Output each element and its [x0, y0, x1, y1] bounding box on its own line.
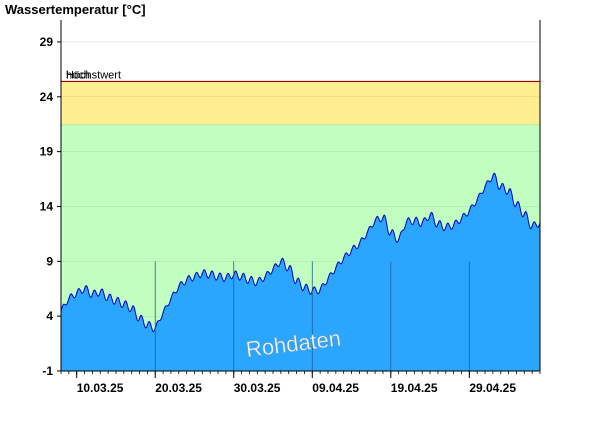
y-axis-title: Wassertemperatur [°C]: [5, 2, 146, 17]
data-point: [508, 190, 510, 192]
data-point: [405, 221, 408, 223]
data-point: [107, 296, 109, 299]
y-tick-label: 29: [40, 35, 54, 49]
x-tick-label: 19.04.25: [391, 381, 438, 395]
data-point: [264, 276, 266, 278]
data-point: [327, 278, 329, 280]
data-point: [162, 312, 164, 314]
series-line: [60, 172, 541, 333]
data-point: [453, 224, 455, 226]
data-point: [515, 203, 518, 205]
data-point: [492, 175, 494, 177]
data-point: [421, 222, 423, 224]
data-point: [146, 324, 148, 326]
x-markers: [154, 261, 470, 371]
y-tick-label: 24: [40, 90, 54, 104]
data-point: [138, 317, 141, 319]
x-tick-label: 30.03.25: [234, 381, 281, 395]
data-point: [445, 226, 447, 228]
data-point: [115, 300, 117, 302]
y-tick-labels: -1 4 9 14 19 24 29: [40, 35, 54, 378]
band-hoch: [61, 81, 540, 125]
data-point: [382, 216, 384, 218]
y-tick-label: -1: [42, 364, 53, 378]
data-point: [366, 232, 368, 234]
data-point: [170, 298, 172, 300]
data-point: [241, 276, 243, 278]
data-point: [186, 279, 188, 281]
data-point: [288, 267, 290, 269]
x-tick-label: 10.03.25: [77, 381, 124, 395]
data-point: [476, 199, 478, 201]
data-point: [178, 285, 180, 288]
data-point: [272, 268, 274, 270]
x-tick-label: 09.04.25: [312, 381, 359, 395]
data-point: [99, 291, 101, 293]
data-point: [225, 277, 227, 279]
data-point: [84, 288, 86, 290]
data-point: [280, 260, 282, 262]
data-point: [209, 273, 211, 276]
data-point: [91, 293, 93, 295]
data-point: [413, 220, 415, 222]
data-point: [429, 214, 431, 216]
data-series: [60, 172, 541, 371]
data-point: [523, 213, 525, 215]
data-point: [398, 238, 400, 240]
threshold-label: Höchstwert: [66, 69, 121, 81]
data-point: [374, 220, 376, 222]
y-tick-label: 4: [46, 309, 53, 323]
data-point: [484, 186, 486, 188]
y-tick-label: 14: [40, 199, 54, 213]
data-point: [68, 298, 70, 300]
data-point: [500, 186, 502, 188]
data-point: [193, 276, 196, 278]
data-point: [76, 292, 78, 294]
x-tick-label: 20.03.25: [155, 381, 202, 395]
data-point: [468, 210, 470, 212]
band-label-hoch: hoch: [66, 69, 90, 81]
data-point: [319, 289, 321, 291]
data-point: [123, 303, 125, 305]
data-point: [296, 280, 298, 282]
threshold-lines: Höchstwert: [61, 69, 540, 83]
data-point: [201, 272, 203, 274]
y-tick-label: 19: [40, 145, 54, 159]
data-point: [350, 249, 353, 251]
data-point: [437, 223, 439, 225]
data-point: [131, 307, 133, 310]
data-point: [358, 243, 360, 245]
series-area: [61, 173, 540, 371]
x-tick-labels: 10.03.25 20.03.25 30.03.25 09.04.25 19.04.25…: [77, 381, 517, 395]
data-point: [335, 267, 337, 269]
data-point: [531, 225, 533, 227]
data-point: [343, 257, 345, 259]
data-point: [303, 287, 305, 289]
y-tick-label: 9: [46, 254, 53, 268]
axes: [57, 20, 541, 378]
x-tick-label: 29.04.25: [469, 381, 516, 395]
data-point: [248, 279, 251, 281]
data-point: [217, 276, 219, 278]
data-point: [460, 217, 463, 220]
data-point: [390, 232, 392, 234]
data-point: [256, 281, 258, 283]
